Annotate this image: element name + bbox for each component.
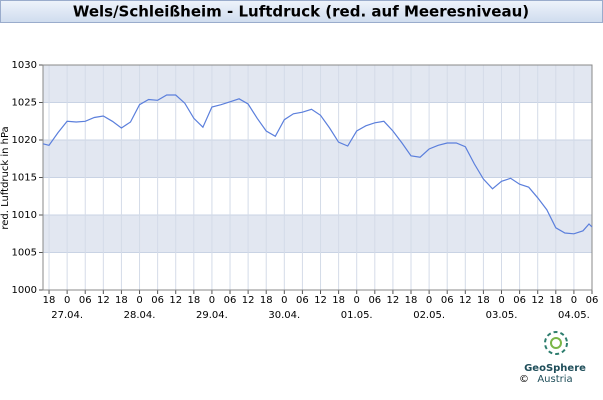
x-tick-label: 06 — [224, 295, 237, 306]
x-tick-label: 0 — [571, 295, 577, 306]
x-tick-label: 0 — [498, 295, 504, 306]
x-tick-label: 06 — [586, 295, 599, 306]
x-tick-label: 06 — [296, 295, 309, 306]
x-tick-label: 0 — [209, 295, 215, 306]
x-tick-label: 18 — [115, 295, 128, 306]
y-tick-label: 1005 — [12, 248, 37, 259]
plot-area — [43, 64, 593, 291]
y-tick-label: 1000 — [12, 285, 37, 296]
x-tick-label: 12 — [242, 295, 255, 306]
plot-frame — [42, 64, 593, 291]
x-tick-label: 18 — [43, 295, 56, 306]
band — [43, 177, 592, 215]
x-tick-label: 12 — [169, 295, 182, 306]
x-tick-label: 12 — [459, 295, 472, 306]
y-tick-label: 1010 — [12, 210, 37, 221]
y-tick-label: 1020 — [12, 135, 37, 146]
x-tick-label: 0 — [136, 295, 142, 306]
logo-name: GeoSphere — [524, 363, 586, 374]
date-label: 27.04. — [51, 310, 83, 321]
date-label: 30.04. — [268, 310, 300, 321]
date-label: 28.04. — [124, 310, 156, 321]
x-tick-label: 18 — [549, 295, 562, 306]
data-line — [42, 94, 593, 235]
logo-sub: Austria — [537, 374, 572, 385]
band — [43, 140, 592, 178]
date-label: 03.05. — [486, 310, 518, 321]
x-tick-label: 18 — [405, 295, 418, 306]
x-tick-label: 06 — [79, 295, 92, 306]
chart-title: Wels/Schleißheim - Luftdruck (red. auf M… — [73, 3, 529, 21]
logo — [544, 331, 568, 355]
date-label: 29.04. — [196, 310, 228, 321]
x-tick-label: 0 — [281, 295, 287, 306]
y-tick-label: 1030 — [12, 60, 37, 71]
y-axis-label: red. Luftdruck in hPa — [0, 126, 11, 229]
x-tick-label: 12 — [531, 295, 544, 306]
x-tick-label: 06 — [513, 295, 526, 306]
band — [43, 252, 592, 290]
x-tick-label: 12 — [97, 295, 110, 306]
x-tick-label: 06 — [151, 295, 164, 306]
y-tick-label: 1015 — [12, 173, 37, 184]
band — [43, 215, 592, 253]
band — [43, 102, 592, 140]
x-tick-label: 18 — [332, 295, 345, 306]
copyright: © — [519, 374, 529, 385]
x-tick-label: 18 — [477, 295, 490, 306]
x-tick-label: 18 — [260, 295, 273, 306]
x-tick-label: 0 — [426, 295, 432, 306]
y-tick-label: 1025 — [12, 98, 37, 109]
x-tick-label: 0 — [354, 295, 360, 306]
x-tick-label: 18 — [187, 295, 200, 306]
band — [43, 65, 592, 103]
x-tick-label: 12 — [314, 295, 327, 306]
x-tick-label: 06 — [368, 295, 381, 306]
x-tick-label: 0 — [64, 295, 70, 306]
date-label: 02.05. — [413, 310, 445, 321]
x-tick-label: 12 — [387, 295, 400, 306]
date-label: 04.05. — [558, 310, 590, 321]
date-label: 01.05. — [341, 310, 373, 321]
x-tick-label: 06 — [441, 295, 454, 306]
